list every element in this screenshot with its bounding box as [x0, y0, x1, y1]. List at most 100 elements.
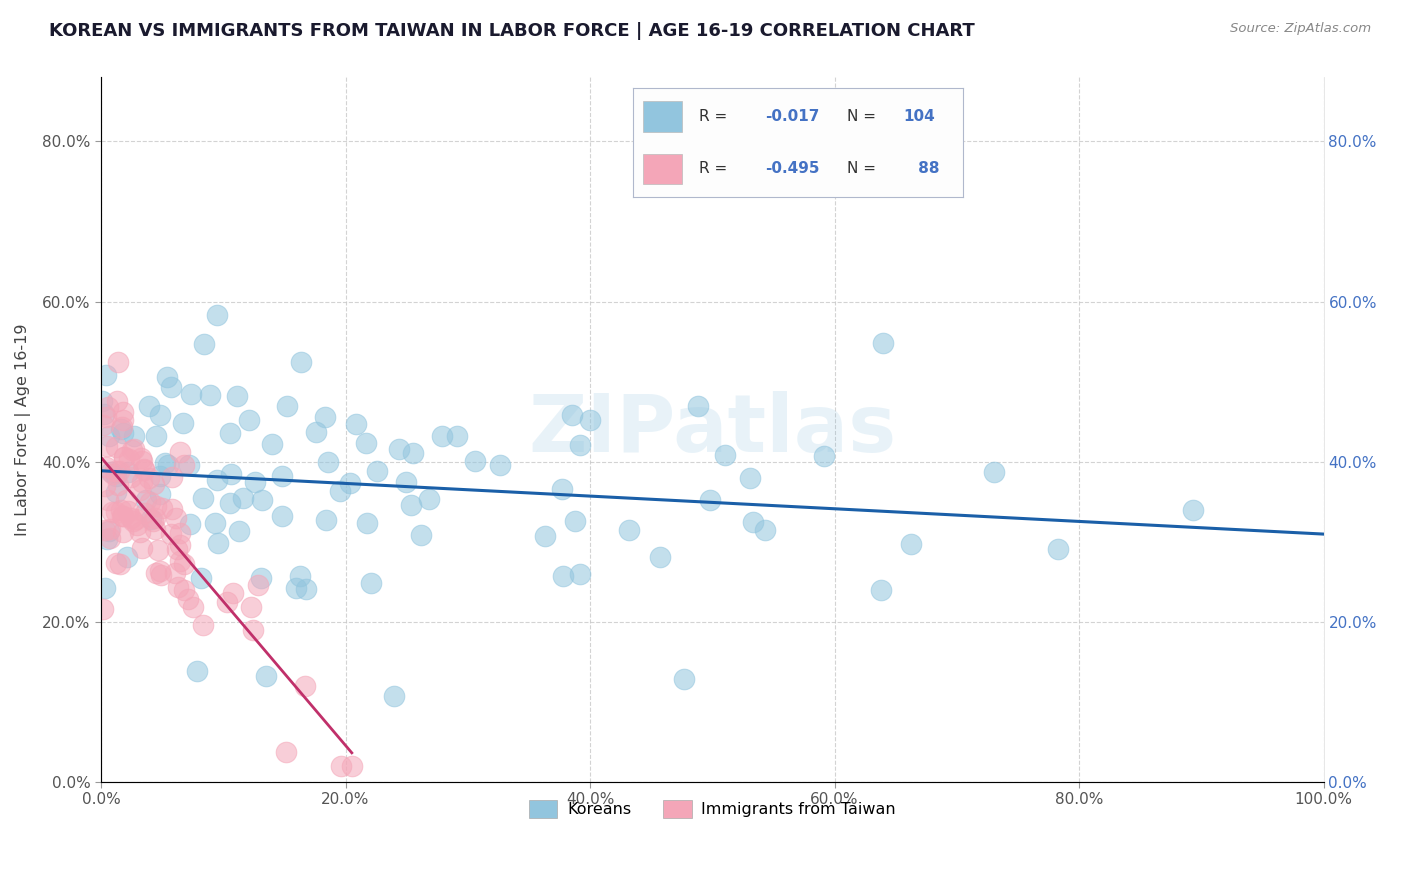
Point: [153, 456, 176, 470]
Point: [329, 483, 352, 498]
Point: [129, 483, 152, 497]
Point: [872, 335, 894, 350]
Point: [157, 458, 180, 472]
Point: [294, 679, 316, 693]
Point: [238, 413, 260, 427]
Point: [145, 566, 167, 580]
Point: [738, 471, 761, 485]
Point: [276, 745, 298, 759]
Point: [166, 542, 188, 557]
Point: [165, 566, 187, 580]
Point: [111, 508, 134, 523]
Point: [111, 509, 134, 524]
Point: [191, 491, 214, 506]
Point: [983, 465, 1005, 479]
Point: [650, 550, 672, 565]
Point: [110, 422, 132, 436]
Point: [98, 429, 121, 443]
Point: [111, 426, 134, 441]
Point: [94, 460, 117, 475]
Point: [568, 437, 591, 451]
Point: [165, 510, 187, 524]
Point: [112, 524, 135, 539]
Point: [104, 440, 127, 454]
Point: [568, 566, 591, 581]
Point: [122, 442, 145, 457]
Point: [464, 454, 486, 468]
Point: [112, 404, 135, 418]
Point: [94, 581, 117, 595]
Point: [262, 436, 284, 450]
Point: [240, 600, 263, 615]
Point: [111, 413, 134, 427]
Point: [270, 509, 292, 524]
Point: [340, 759, 363, 773]
Point: [314, 409, 336, 424]
Point: [135, 493, 157, 508]
Point: [172, 416, 194, 430]
Point: [93, 523, 115, 537]
Point: [395, 475, 418, 489]
Point: [329, 759, 352, 773]
Point: [1182, 503, 1205, 517]
Point: [143, 522, 166, 536]
Point: [107, 355, 129, 369]
Point: [173, 583, 195, 598]
Point: [382, 690, 405, 704]
Point: [204, 516, 226, 530]
Point: [160, 470, 183, 484]
Y-axis label: In Labor Force | Age 16-19: In Labor Force | Age 16-19: [15, 324, 31, 536]
Point: [232, 491, 254, 505]
Point: [131, 453, 153, 467]
Text: ZIPatlas: ZIPatlas: [529, 391, 897, 468]
Point: [356, 435, 378, 450]
Point: [190, 571, 212, 585]
Point: [360, 576, 382, 591]
Point: [754, 523, 776, 537]
Point: [186, 664, 208, 678]
Point: [285, 581, 308, 595]
Point: [619, 523, 641, 537]
Point: [169, 525, 191, 540]
Point: [96, 439, 118, 453]
Point: [418, 492, 440, 507]
Point: [169, 445, 191, 459]
Point: [222, 586, 245, 600]
Point: [145, 429, 167, 443]
Point: [316, 455, 339, 469]
Point: [564, 514, 586, 528]
Point: [207, 536, 229, 550]
Point: [105, 505, 128, 519]
Point: [242, 624, 264, 638]
Point: [193, 336, 215, 351]
Point: [215, 595, 238, 609]
Point: [228, 524, 250, 538]
Point: [173, 458, 195, 472]
Legend: Koreans, Immigrants from Taiwan: Koreans, Immigrants from Taiwan: [522, 794, 903, 825]
Point: [120, 511, 142, 525]
Point: [134, 462, 156, 476]
Point: [295, 582, 318, 596]
Point: [176, 591, 198, 606]
Point: [139, 512, 162, 526]
Point: [742, 516, 765, 530]
Point: [156, 370, 179, 384]
Point: [191, 618, 214, 632]
Point: [143, 511, 166, 525]
Point: [579, 412, 602, 426]
Point: [250, 492, 273, 507]
Point: [173, 557, 195, 571]
Point: [104, 464, 127, 478]
Point: [402, 446, 425, 460]
Point: [111, 420, 134, 434]
Point: [94, 409, 117, 424]
Point: [93, 417, 115, 432]
Point: [93, 408, 115, 422]
Point: [270, 469, 292, 483]
Point: [121, 443, 143, 458]
Point: [105, 484, 128, 499]
Point: [112, 450, 135, 465]
Point: [115, 549, 138, 564]
Point: [105, 393, 128, 408]
Point: [94, 479, 117, 493]
